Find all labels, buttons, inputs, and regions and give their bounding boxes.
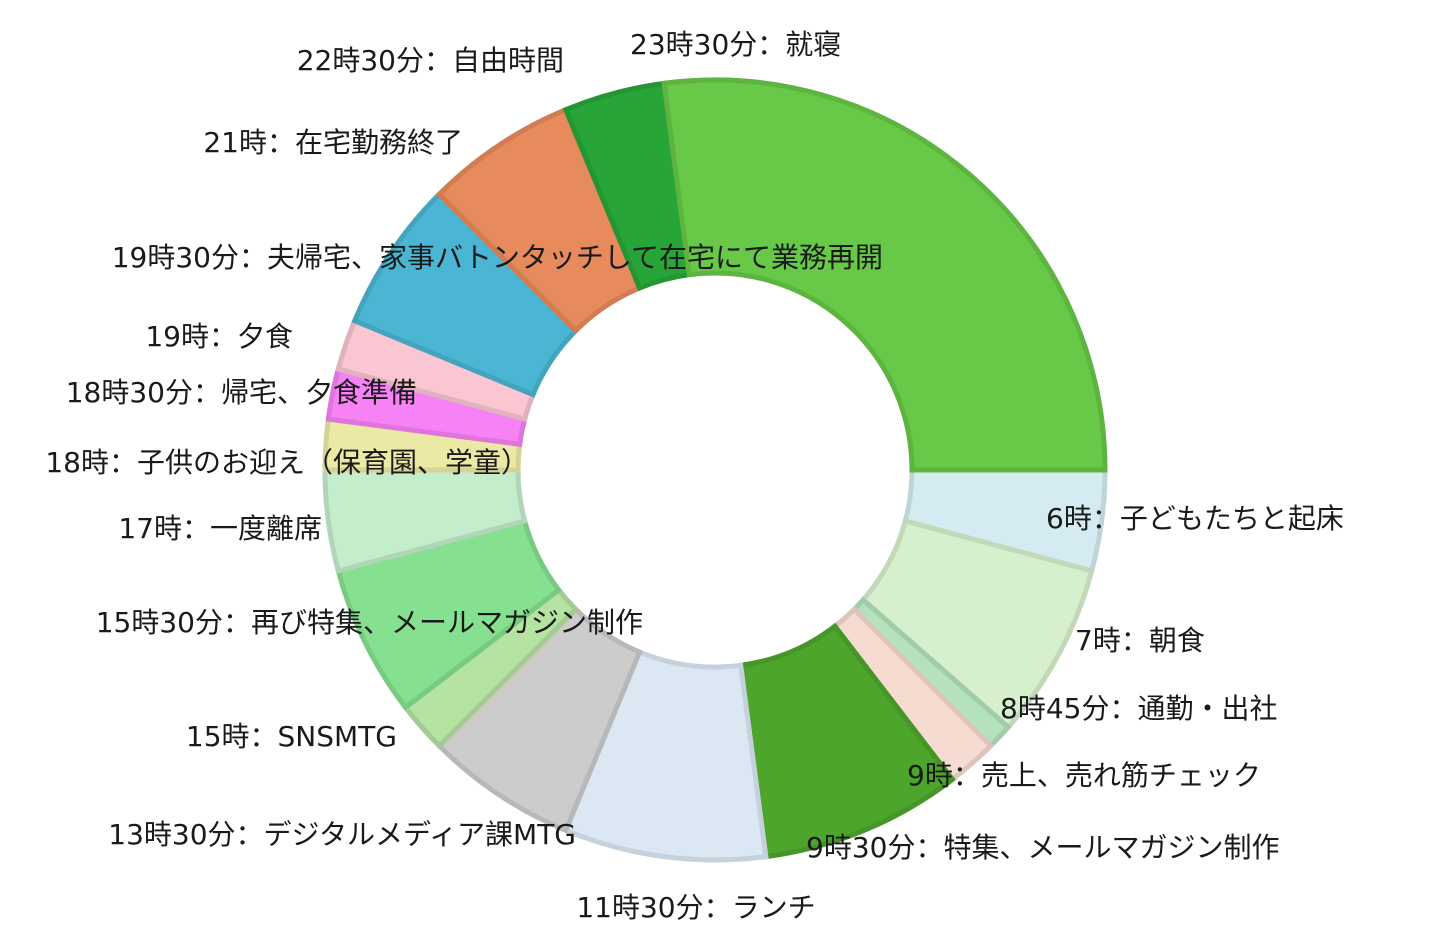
slice-label-17: 23時30分：就寝 bbox=[630, 28, 841, 61]
slice-label-14: 19時30分：夫帰宅、家事バトンタッチして在宅にて業務再開 bbox=[112, 241, 883, 274]
slice-label-1: 6時：子どもたちと起床 bbox=[1046, 502, 1344, 535]
slice-label-4: 9時：売上、売れ筋チェック bbox=[907, 759, 1261, 792]
labels-group: 6時：子どもたちと起床 7時：朝食 8時45分：通勤・出社 9時：売上、売れ筋チェック… bbox=[45, 28, 1343, 924]
slice-label-7: 13時30分：デジタルメディア課MTG bbox=[108, 818, 576, 851]
slice-label-11: 18時：子供のお迎え（保育園、学童） bbox=[45, 446, 529, 479]
slice-label-3: 8時45分：通勤・出社 bbox=[1000, 692, 1277, 725]
slice-label-12: 18時30分：帰宅、夕食準備 bbox=[66, 376, 417, 409]
slice-label-13: 19時：夕食 bbox=[145, 320, 293, 353]
slice-label-6: 11時30分：ランチ bbox=[576, 891, 815, 924]
slice-label-9: 15時30分：再び特集、メールマガジン制作 bbox=[96, 606, 643, 639]
slices-group bbox=[322, 77, 1108, 863]
slice-label-10: 17時：一度離席 bbox=[118, 512, 322, 545]
donut-slice-17 bbox=[661, 77, 1108, 473]
slice-label-5: 9時30分：特集、メールマガジン制作 bbox=[806, 831, 1279, 864]
slice-label-8: 15時：SNSMTG bbox=[186, 720, 397, 753]
slice-label-2: 7時：朝食 bbox=[1075, 624, 1205, 657]
slice-label-15: 21時：在宅勤務終了 bbox=[203, 126, 463, 159]
slice-label-16: 22時30分：自由時間 bbox=[297, 44, 564, 77]
